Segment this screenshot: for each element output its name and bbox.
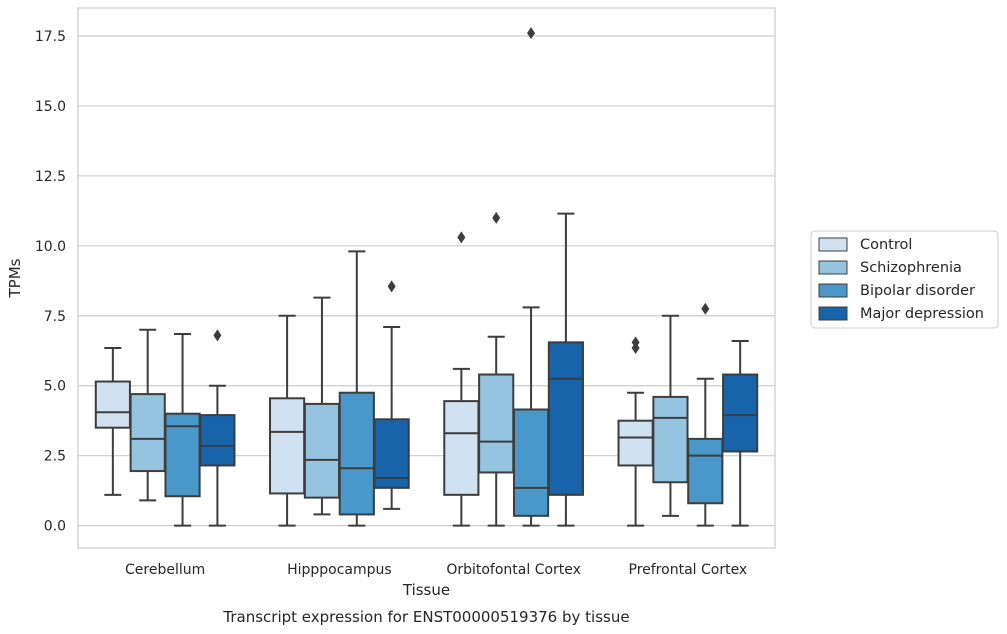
legend: Control Schizophrenia Bipolar disorder Majo… [810, 230, 999, 329]
y-tick-label: 5.0 [44, 379, 66, 395]
box [512, 408, 550, 517]
box-plot [129, 328, 166, 502]
box [443, 400, 480, 496]
box [547, 341, 584, 496]
box-plots [94, 27, 759, 527]
box [94, 380, 131, 429]
box-plot [269, 314, 306, 527]
y-axis-label: TPMs [6, 258, 24, 298]
legend-swatch [818, 237, 848, 252]
legend-label: Major depression [860, 306, 984, 322]
y-tick-label: 17.5 [35, 29, 66, 45]
y-tick-label: 10.0 [35, 239, 66, 255]
legend-swatch [818, 283, 848, 298]
outlier-point [527, 27, 536, 40]
legend-label: Bipolar disorder [860, 283, 975, 299]
box [373, 418, 410, 489]
y-tick-label: 0.0 [44, 519, 66, 535]
box [617, 419, 654, 467]
box-plot [652, 314, 689, 517]
box-plot [338, 250, 375, 527]
outlier-point [631, 336, 640, 349]
legend-item: Schizophrenia [818, 260, 962, 276]
legend-item: Control [818, 237, 912, 253]
legend-box [810, 230, 999, 329]
box [652, 395, 689, 484]
legend-item: Bipolar disorder [818, 283, 975, 299]
legend-swatch [818, 306, 848, 321]
legend-label: Schizophrenia [860, 260, 962, 276]
x-axis-ticks: Cerebellum Hipppocampus Orbitofontal Corte… [125, 562, 747, 578]
box [303, 402, 341, 499]
chart-caption: Transcript expression for ENST0000051937… [222, 608, 629, 626]
box [199, 414, 236, 467]
legend-item: Major depression [818, 306, 984, 322]
outlier-point [492, 211, 501, 224]
box-plot [547, 212, 584, 527]
outlier-point [213, 329, 222, 342]
x-axis-label: Tissue [402, 581, 450, 599]
box-plot [373, 280, 410, 510]
legend-label: Control [860, 237, 912, 253]
y-tick-label: 7.5 [44, 309, 66, 325]
box-plot [617, 336, 654, 527]
box-plot [94, 346, 131, 496]
box [478, 373, 515, 474]
box-plot [512, 27, 550, 527]
x-tick-label: Hipppocampus [287, 562, 392, 578]
box-plot [303, 296, 341, 516]
box-plot [722, 339, 759, 527]
box-plot [164, 332, 201, 527]
y-tick-label: 12.5 [35, 169, 66, 185]
y-tick-label: 15.0 [35, 99, 66, 115]
box-plot [478, 211, 515, 527]
x-tick-label: Cerebellum [125, 562, 205, 578]
box [722, 373, 759, 453]
outlier-point [457, 231, 466, 244]
outlier-point [387, 280, 396, 293]
box-plot [199, 329, 236, 527]
x-tick-label: Prefrontal Cortex [629, 562, 748, 578]
box [687, 437, 724, 505]
box [269, 397, 306, 495]
y-tick-label: 2.5 [44, 449, 66, 465]
x-tick-label: Orbitofontal Cortex [446, 562, 581, 578]
legend-swatch [818, 260, 848, 275]
box [129, 393, 166, 473]
box-plot [687, 302, 724, 527]
box [338, 391, 375, 516]
box-plot [443, 231, 480, 527]
y-axis-ticks: 0.0 2.5 5.0 7.5 10.0 12.5 15.0 17.5 [35, 29, 66, 535]
outlier-point [701, 302, 710, 315]
plot-frame [77, 7, 776, 549]
